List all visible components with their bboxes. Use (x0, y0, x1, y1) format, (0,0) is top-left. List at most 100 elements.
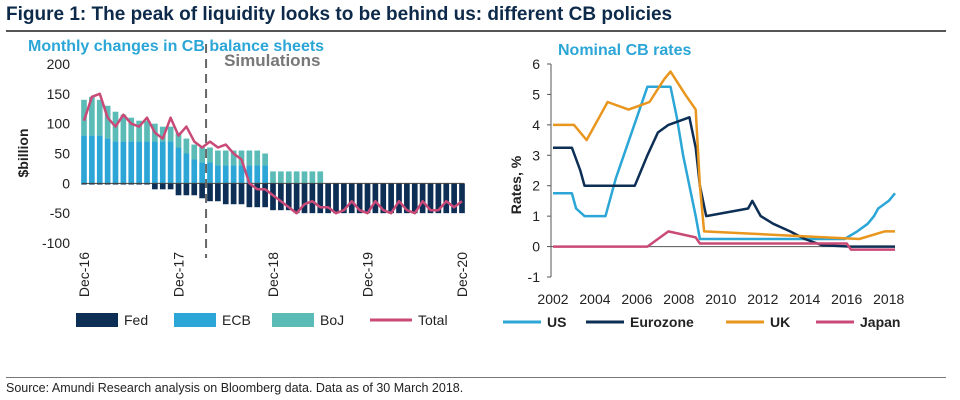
bar-fed (348, 183, 355, 214)
bar-fed (435, 183, 442, 214)
bar-ecb (262, 165, 268, 184)
bar-ecb (191, 159, 198, 184)
bar-fed (175, 183, 182, 196)
bar-boj (254, 150, 261, 166)
bar-fed (230, 183, 237, 205)
bar-boj (222, 150, 229, 166)
bar-boj (230, 150, 237, 166)
y-tick-label: -100 (42, 235, 70, 251)
bar-fed (167, 183, 174, 190)
rate-line-us (553, 85, 896, 241)
bar-fed (427, 183, 434, 214)
bar-ecb (89, 135, 95, 184)
bar-boj (104, 105, 111, 139)
y-tick-label: 0 (532, 239, 540, 255)
bar-fed (81, 183, 87, 185)
right-chart-title: Nominal CB rates (558, 42, 691, 59)
bar-boj (207, 147, 213, 163)
bar-ecb (199, 162, 205, 184)
bar-fed (278, 183, 284, 211)
bar-ecb (230, 165, 237, 184)
x-tick-label: Dec-18 (265, 252, 281, 297)
bar-fed (128, 183, 135, 185)
bar-fed (254, 183, 261, 208)
bar-boj (89, 96, 95, 136)
bar-fed (246, 183, 253, 208)
bar-fed (333, 183, 339, 214)
bar-fed (325, 183, 331, 214)
bar-fed (152, 183, 158, 190)
bar-ecb (96, 135, 103, 184)
x-tick-label: 2008 (663, 291, 694, 307)
bar-fed (451, 183, 457, 214)
y-tick-label: 50 (54, 146, 70, 162)
bar-fed (404, 183, 410, 214)
bar-fed (144, 183, 150, 185)
legend-label-total: Total (418, 312, 448, 328)
y-tick-label: -1 (528, 269, 541, 285)
bar-boj (136, 120, 142, 142)
bar-fed (388, 183, 394, 214)
legend-label-us: US (547, 314, 566, 330)
y-tick-label: 5 (532, 86, 540, 102)
source-note: Source: Amundi Research analysis on Bloo… (6, 381, 464, 395)
bar-ecb (81, 135, 87, 184)
y-tick-label: 1 (532, 208, 540, 224)
bar-fed (112, 183, 119, 185)
bar-fed (372, 183, 379, 214)
bar-fed (104, 183, 111, 185)
bar-boj (144, 120, 150, 142)
bar-fed (364, 183, 371, 214)
bar-fed (411, 183, 418, 214)
bar-ecb (112, 141, 119, 184)
bar-boj (317, 171, 324, 184)
legend-label-uk: UK (770, 314, 790, 330)
bar-boj (246, 150, 253, 166)
bar-ecb (120, 141, 127, 184)
legend-label-eurozone: Eurozone (630, 314, 694, 330)
bar-ecb (128, 141, 135, 184)
legend-label-japan: Japan (860, 314, 900, 330)
x-tick-label: 2010 (705, 291, 736, 307)
bar-boj (215, 150, 221, 166)
bar-boj (159, 126, 166, 142)
legend-swatch-ecb (174, 313, 216, 327)
left-chart-title: Monthly changes in CB balance sheets (28, 38, 324, 55)
bar-fed (222, 183, 229, 205)
rate-line-japan (553, 230, 895, 251)
x-tick-label: Dec-17 (171, 252, 187, 297)
bar-fed (159, 183, 166, 190)
bar-ecb (136, 141, 142, 184)
bar-fed (199, 183, 205, 199)
bar-fed (459, 183, 465, 214)
bar-fed (183, 183, 190, 196)
bar-fed (443, 183, 450, 214)
bar-boj (262, 153, 268, 166)
total-line (82, 92, 463, 215)
x-tick-label: 2018 (873, 291, 904, 307)
bar-boj (175, 132, 182, 148)
bar-fed (380, 183, 387, 214)
bar-ecb (246, 165, 253, 184)
bar-fed (317, 183, 324, 214)
figure-title: Figure 1: The peak of liquidity looks to… (6, 4, 673, 25)
x-tick-label: 2016 (831, 291, 862, 307)
bar-ecb (167, 141, 174, 184)
y-tick-label: 2 (532, 178, 540, 194)
legend-label-fed: Fed (124, 312, 148, 328)
bar-ecb (104, 138, 111, 184)
y-tick-label: 200 (47, 56, 71, 72)
bar-fed (301, 183, 308, 214)
bar-fed (238, 183, 245, 205)
y-axis-label: Rates, % (508, 155, 524, 214)
y-axis-label: $billion (15, 129, 31, 178)
x-tick-label: 2012 (747, 291, 778, 307)
bar-ecb (159, 141, 166, 184)
legend-swatch-fed (76, 313, 118, 327)
bar-fed (215, 183, 221, 202)
bar-fed (96, 183, 103, 185)
bar-fed (207, 183, 213, 202)
bar-fed (341, 183, 347, 214)
